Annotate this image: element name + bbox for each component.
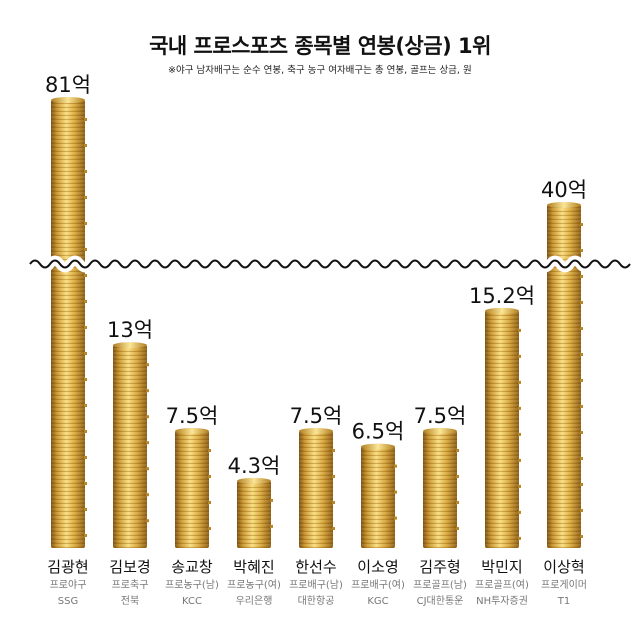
category-label: 송교창 xyxy=(171,558,213,576)
category-label: 박민지 xyxy=(481,558,522,576)
team-label: NH투자증권 xyxy=(476,595,528,607)
sport-label: 프로배구(여) xyxy=(351,579,405,591)
bar-2 xyxy=(113,342,149,548)
bar-4 xyxy=(237,477,273,548)
bar-6 xyxy=(361,443,397,548)
category-label: 이상혁 xyxy=(543,558,584,576)
value-label: 6.5억 xyxy=(352,420,405,444)
category-label: 한선수 xyxy=(295,558,336,576)
category-label: 김광현 xyxy=(47,558,88,576)
sport-label: 프로농구(여) xyxy=(227,579,281,591)
sport-label: 프로배구(남) xyxy=(289,579,343,591)
bar-3 xyxy=(175,428,211,548)
sport-label: 프로축구 xyxy=(112,579,149,591)
axis-break-wave xyxy=(29,259,631,269)
value-label: 4.3억 xyxy=(228,454,281,478)
team-label: 우리은행 xyxy=(236,595,273,607)
category-label: 김주형 xyxy=(419,558,460,576)
bar-8 xyxy=(485,307,521,548)
sport-label: 프로골프(여) xyxy=(475,579,529,591)
team-label: KGC xyxy=(367,596,388,607)
team-label: 대한항공 xyxy=(298,595,335,607)
chart-subtitle: ※야구 남자배구는 순수 연봉, 축구 농구 여자배구는 총 연봉, 골프는 상… xyxy=(168,65,472,76)
category-label: 김보경 xyxy=(109,558,150,576)
team-label: T1 xyxy=(557,596,570,607)
sport-label: 프로게이머 xyxy=(541,579,587,591)
team-label: SSG xyxy=(58,596,78,607)
team-label: CJ대한통운 xyxy=(417,595,464,607)
sport-label: 프로농구(남) xyxy=(165,579,219,591)
chart-title: 국내 프로스포츠 종목별 연봉(상금) 1위 xyxy=(149,34,491,58)
value-label: 7.5억 xyxy=(414,404,467,428)
team-label: KCC xyxy=(182,596,202,607)
bar-1 xyxy=(51,97,87,548)
category-label: 이소영 xyxy=(357,558,398,576)
value-label: 7.5억 xyxy=(290,404,343,428)
value-label: 81억 xyxy=(45,73,91,97)
value-label: 13억 xyxy=(107,318,153,342)
sport-label: 프로골프(남) xyxy=(413,579,467,591)
value-label: 40억 xyxy=(541,178,587,202)
sport-label: 프로야구 xyxy=(50,579,87,591)
team-label: 전북 xyxy=(121,595,139,607)
value-label: 7.5억 xyxy=(166,404,219,428)
value-label: 15.2억 xyxy=(469,284,535,308)
bar-9 xyxy=(547,202,583,548)
category-label: 박혜진 xyxy=(233,558,274,576)
bar-7 xyxy=(423,428,459,548)
bar-5 xyxy=(299,428,335,548)
